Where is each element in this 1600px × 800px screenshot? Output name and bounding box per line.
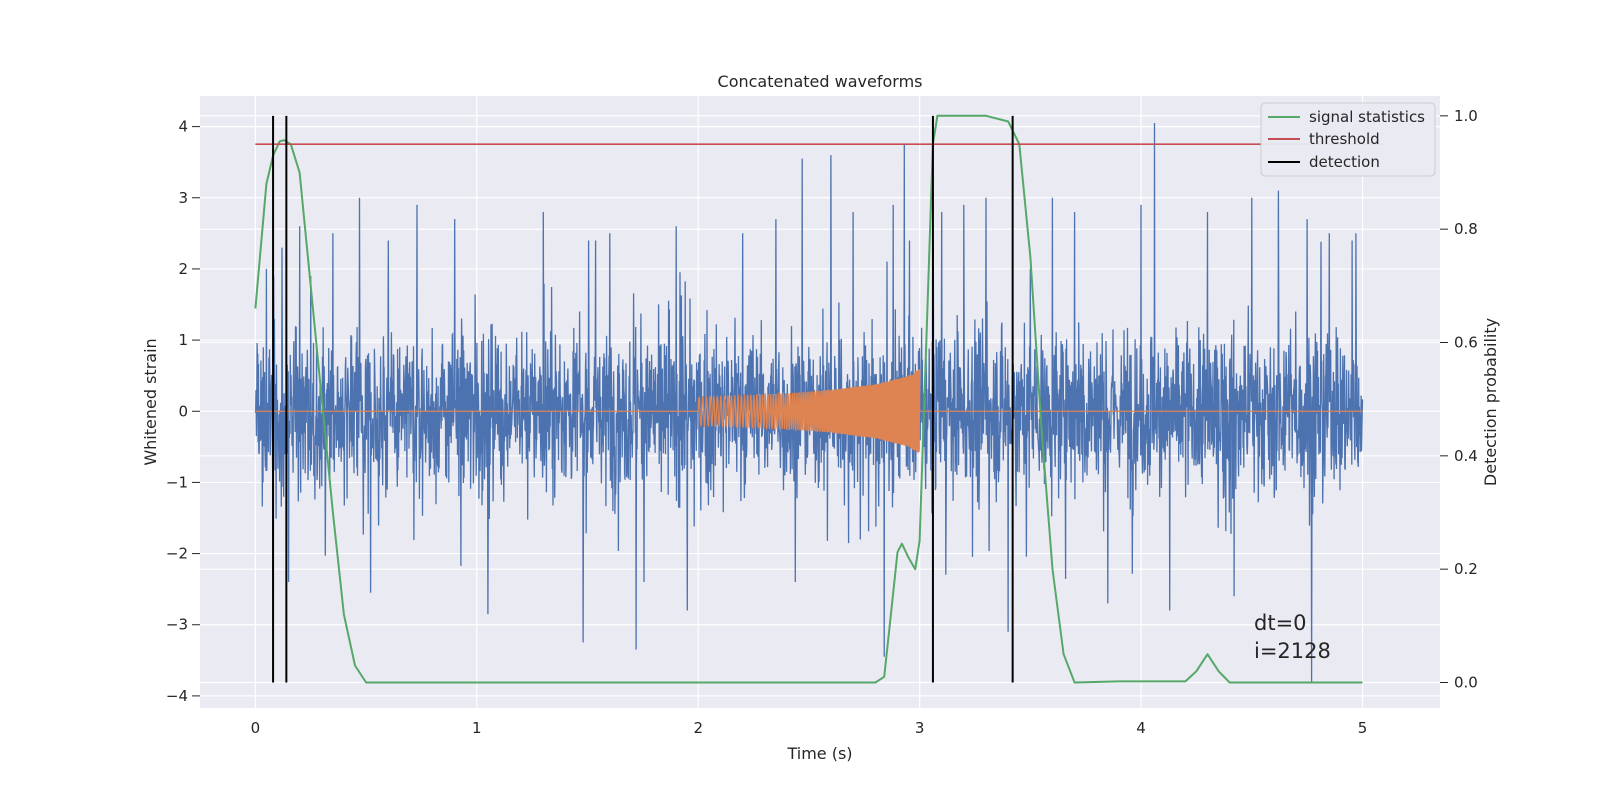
y2-tick-label: 0.8 [1454, 220, 1478, 238]
y-tick-label: 3 [178, 189, 188, 207]
annotation-index: i=2128 [1254, 639, 1331, 663]
y2-tick-label: 0.0 [1454, 674, 1478, 692]
series-detection [272, 115, 1014, 683]
annotation-dt: dt=0 [1254, 611, 1307, 635]
series-chirp [255, 369, 1363, 453]
y-tick-label: −2 [166, 545, 188, 563]
legend-label-detection: detection [1309, 153, 1380, 171]
x-tick-label: 1 [472, 719, 482, 737]
y2-tick-label: 0.2 [1454, 560, 1478, 578]
y2-tick-label: 0.6 [1454, 334, 1478, 352]
signal-statistics-line [254, 114, 1363, 684]
x-axis-title: Time (s) [786, 744, 852, 763]
y2-tick-label: 1.0 [1454, 107, 1478, 125]
chart-title: Concatenated waveforms [718, 72, 923, 91]
y-tick-label: 2 [178, 260, 188, 278]
y2-tick-label: 0.4 [1454, 447, 1478, 465]
x-tick-label: 3 [915, 719, 925, 737]
y-axis-title: Whitened strain [141, 338, 160, 465]
y-tick-label: −1 [166, 473, 188, 491]
chirp-line [255, 369, 1363, 453]
legend-box [1260, 102, 1436, 177]
y-tick-label: 0 [178, 402, 188, 420]
x-tick-label: 0 [251, 719, 261, 737]
legend: signal statistics threshold detection [1260, 102, 1436, 177]
legend-label-signal-statistics: signal statistics [1309, 108, 1425, 126]
legend-label-threshold: threshold [1309, 130, 1380, 148]
series-strain [254, 122, 1364, 682]
series-signal-statistics [254, 114, 1363, 684]
x-tick-label: 4 [1136, 719, 1146, 737]
strain-line [254, 122, 1364, 682]
y2-axis-title: Detection probability [1481, 318, 1500, 486]
y-tick-label: −3 [166, 616, 188, 634]
y-tick-label: 4 [178, 118, 188, 136]
y-tick-label: 1 [178, 331, 188, 349]
y-tick-label: −4 [166, 687, 188, 705]
x-tick-label: 5 [1358, 719, 1368, 737]
tick-labels: 0 1 2 3 4 5 −4 −3 −2 −1 0 1 2 3 4 0.0 0.2 0.4 0.6 0.8 1.0 [166, 107, 1478, 737]
x-tick-label: 2 [693, 719, 703, 737]
